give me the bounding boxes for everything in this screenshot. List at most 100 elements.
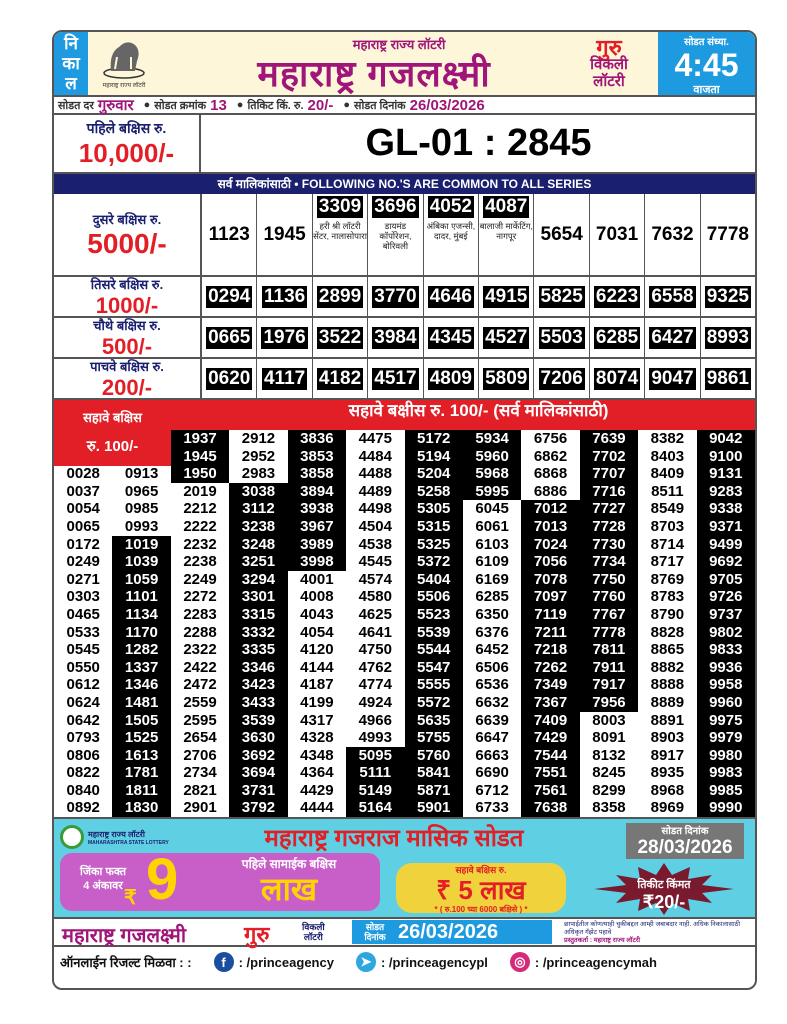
social-link[interactable]: f: /princeagency bbox=[213, 952, 334, 972]
header-subtitle: महाराष्ट्र राज्य लॉटरी bbox=[352, 37, 446, 52]
social-handle[interactable]: : /princeagency bbox=[238, 954, 334, 970]
prize-number: 8074 bbox=[593, 367, 641, 390]
social-handle[interactable]: : /princeagencypl bbox=[380, 954, 488, 970]
sixth-prize-number: 0037 bbox=[54, 482, 113, 501]
state-lottery-emblem-icon bbox=[60, 825, 84, 849]
footer-title: महाराष्ट्र गजलक्ष्मी bbox=[62, 925, 187, 947]
sixth-prize-number: 1945 bbox=[170, 447, 230, 466]
agency-name: हरी श्री लॉटरी सेंटर, नालासोपारा bbox=[313, 221, 367, 241]
sixth-prize-number: 5841 bbox=[404, 764, 463, 782]
prize-cell: 1945 bbox=[257, 194, 313, 275]
disclaimer: छापाईतील कोणत्याही चुकीबद्दल आम्ही जबाबद… bbox=[564, 921, 754, 945]
footer-weekly-line: लॉटरी bbox=[303, 932, 323, 942]
prize-number: 0294 bbox=[206, 285, 253, 308]
prize-cell: 2899 bbox=[313, 277, 369, 316]
sixth-prize-number: 0172 bbox=[54, 535, 113, 554]
sixth-prize-number: 6536 bbox=[462, 676, 522, 694]
sixth-prize-number: 6109 bbox=[462, 553, 522, 571]
nikal-badge: नि का ल bbox=[54, 32, 88, 95]
prize-number: 4646 bbox=[427, 285, 474, 308]
sixth-prize-number: 2912 bbox=[229, 430, 288, 448]
sixth-prize-number: 1039 bbox=[112, 553, 171, 571]
sixth-prize-number: 5555 bbox=[404, 676, 463, 694]
sixth-prize-number: 8917 bbox=[638, 746, 697, 765]
prize-number: 5825 bbox=[538, 285, 585, 308]
prize-cell: 7206 bbox=[534, 359, 590, 398]
promo-first-prize-unit: लाख bbox=[260, 871, 318, 907]
footer-day: गुरु bbox=[244, 922, 270, 947]
sixth-prize-number: 8783 bbox=[638, 588, 697, 606]
prize-cell: 0665 bbox=[202, 318, 258, 357]
sixth-prize-number: 1019 bbox=[112, 535, 171, 554]
sixth-prize-number: 8003 bbox=[579, 711, 639, 730]
sixth-prize-number: 0985 bbox=[112, 500, 171, 518]
footer-date-label: दिनांक bbox=[364, 932, 386, 942]
social-handle[interactable]: : /princeagencymah bbox=[534, 954, 657, 970]
sixth-prize-number: 0028 bbox=[54, 465, 113, 483]
promo-date-box: सोडत दिनांक 28/03/2026 bbox=[626, 823, 744, 859]
prize-row: तिसरे बक्षिस रु. 1000/- 0294 1136 2899 3770 46… bbox=[54, 277, 755, 318]
prize-number: 3522 bbox=[316, 326, 364, 349]
sixth-prize-number: 8382 bbox=[638, 430, 697, 448]
prize-cell: 4087 बालाजी मार्केटिंग, नागपूर bbox=[479, 194, 535, 275]
win-label-line: 4 अंकावर bbox=[83, 880, 123, 892]
sixth-prize-number: 7561 bbox=[521, 781, 580, 800]
promo-sixth-note: * ( रु.100 च्या 6000 बक्षिसे ) * bbox=[434, 905, 528, 914]
sixth-prize-number: 2595 bbox=[170, 711, 230, 730]
sixth-prize-number: 0892 bbox=[54, 799, 113, 818]
promo-date-label: सोडत दिनांक bbox=[661, 826, 709, 837]
sixth-prize-number: 7012 bbox=[521, 500, 580, 518]
prize-cell: 0294 bbox=[202, 277, 258, 316]
presenter-text: प्रस्तुतकर्ता : महाराष्ट्र राज्य लॉटरी bbox=[564, 937, 641, 944]
sixth-prize-number: 1950 bbox=[170, 465, 230, 483]
sixth-prize-number: 1134 bbox=[112, 605, 171, 624]
prize-number: 4345 bbox=[427, 326, 474, 349]
sixth-prize-number: 1282 bbox=[112, 641, 171, 659]
prize-number: 4117 bbox=[261, 367, 308, 390]
sixth-prize-number: 8968 bbox=[638, 781, 697, 800]
sixth-prize-number: 0993 bbox=[112, 517, 171, 536]
sixth-prize-number: 4545 bbox=[346, 553, 405, 571]
header: नि का ल महाराष्ट्र राज्य लॉटरी महाराष्ट्… bbox=[54, 32, 755, 97]
sixth-prize-number: 3694 bbox=[229, 764, 288, 782]
prize-number: 0665 bbox=[206, 326, 253, 349]
sixth-prize-number: 8889 bbox=[638, 693, 697, 712]
prize-cell: 5654 bbox=[534, 194, 590, 275]
sixth-prize-number: 8935 bbox=[638, 764, 697, 782]
sixth-prize-number: 4993 bbox=[346, 729, 405, 747]
social-link[interactable]: ➤: /princeagencypl bbox=[355, 952, 488, 972]
prize-cell: 6223 bbox=[590, 277, 646, 316]
sixth-prize-number: 1830 bbox=[112, 799, 171, 818]
sixth-prize-number: 4574 bbox=[346, 570, 405, 589]
sixth-prize-number: 2983 bbox=[229, 465, 288, 483]
sixth-prize-number: 6061 bbox=[462, 517, 522, 536]
prize-number: 1976 bbox=[261, 326, 308, 349]
sixth-prize-number: 6886 bbox=[521, 482, 580, 501]
prize-label: तिसरे बक्षिस रु. 1000/- bbox=[54, 277, 202, 318]
sixth-prize-number: 6103 bbox=[462, 535, 522, 554]
sixth-prize-number: 0913 bbox=[112, 465, 171, 483]
sixth-prize-number: 9131 bbox=[696, 465, 755, 483]
win-label: जिंका फक्त 4 अंकावर bbox=[68, 865, 138, 893]
sixth-prize-number: 2249 bbox=[170, 570, 230, 589]
prize-cell: 8074 bbox=[590, 359, 646, 398]
sixth-prize-number: 6632 bbox=[462, 693, 522, 712]
sixth-prize-number: 0840 bbox=[54, 781, 113, 800]
prize-number: 5809 bbox=[483, 367, 530, 390]
social-link[interactable]: ◎: /princeagencymah bbox=[509, 952, 657, 972]
facebook-icon: f bbox=[213, 952, 234, 972]
promo-sixth-prize-box: सहावे बक्षिस रु. ₹ 5 लाख * ( रु.100 च्या… bbox=[396, 863, 566, 914]
sixth-prize-number: 0624 bbox=[54, 693, 113, 712]
footer-weekly-line: विकली bbox=[302, 922, 325, 932]
sixth-prize-number: 6285 bbox=[462, 588, 522, 606]
sixth-prize-number: 7727 bbox=[579, 500, 639, 518]
sixth-prize-number: 1937 bbox=[170, 430, 230, 448]
prize-number: 3984 bbox=[372, 326, 419, 349]
telegram-icon: ➤ bbox=[355, 952, 376, 972]
prize-title: चौथे बक्षिस रु. bbox=[93, 317, 161, 333]
sixth-prize-number: 4498 bbox=[346, 500, 405, 518]
promo-banner: महाराष्ट्र राज्य लॉटरी MAHARASHTRA STATE … bbox=[54, 817, 755, 917]
sixth-prize-number: 7716 bbox=[579, 482, 639, 501]
first-prize-number: GL-01 : 2845 bbox=[365, 122, 592, 164]
prize-number: 2899 bbox=[316, 285, 364, 308]
